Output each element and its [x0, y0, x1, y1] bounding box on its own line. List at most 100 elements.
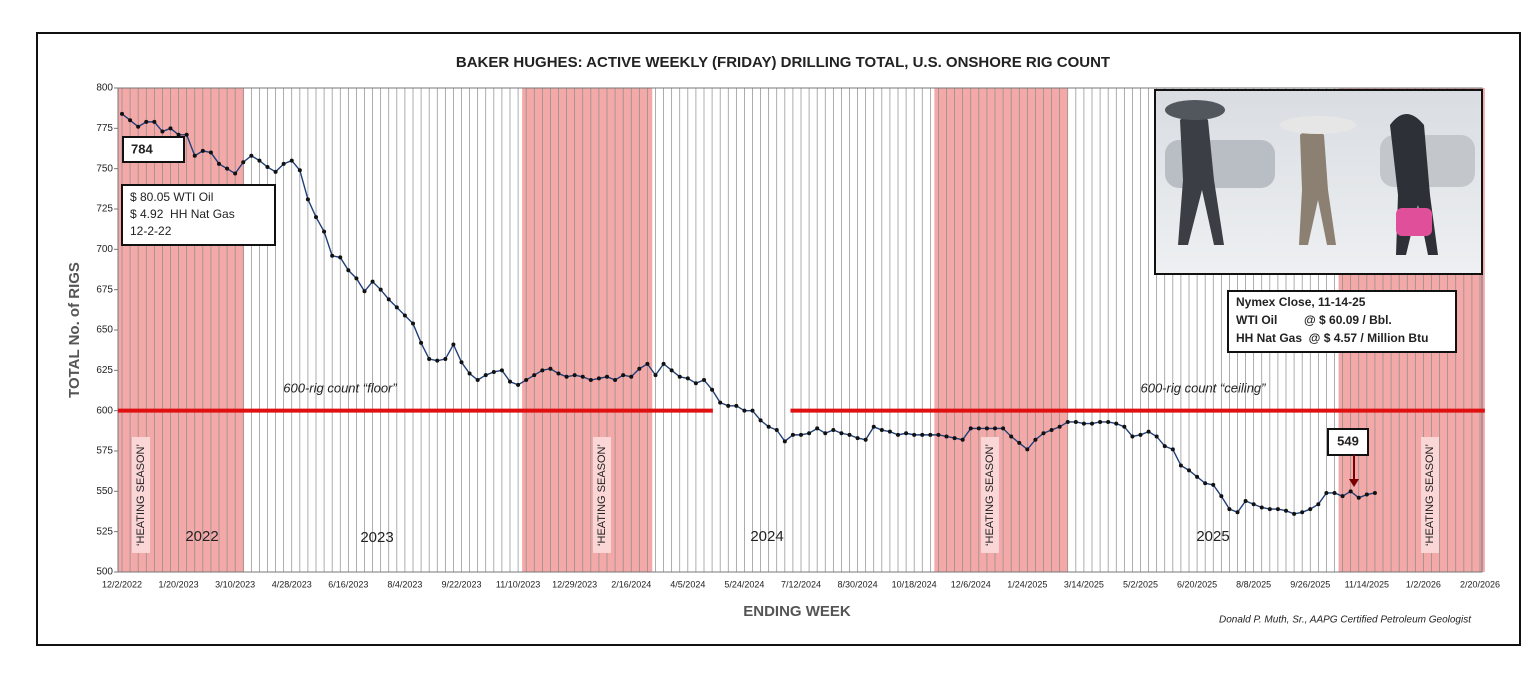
- data-point: [305, 197, 310, 202]
- data-point: [249, 153, 254, 158]
- callout-arrowhead: [1349, 479, 1359, 487]
- data-point: [1025, 447, 1030, 452]
- x-tick-label: 3/14/2025: [1064, 579, 1104, 589]
- data-point: [766, 424, 771, 429]
- data-point: [936, 432, 941, 437]
- x-tick-label: 11/14/2025: [1345, 579, 1389, 589]
- data-point: [508, 379, 512, 384]
- data-point: [402, 313, 407, 318]
- data-point: [1275, 507, 1280, 512]
- data-point: [613, 378, 618, 383]
- data-point: [184, 132, 189, 137]
- data-point: [839, 431, 844, 436]
- data-point: [693, 381, 698, 386]
- data-point: [322, 229, 327, 234]
- photo-bag: [1396, 208, 1432, 236]
- data-point: [1009, 434, 1014, 439]
- data-point: [1251, 502, 1256, 507]
- data-point: [1090, 421, 1094, 426]
- x-tick-label: 5/24/2024: [724, 579, 764, 589]
- photo: [1154, 89, 1483, 275]
- data-point: [1300, 510, 1305, 515]
- data-point: [952, 436, 957, 441]
- data-point: [904, 431, 909, 436]
- data-point: [621, 373, 626, 378]
- data-point: [605, 374, 609, 379]
- data-point: [702, 378, 706, 383]
- data-point: [225, 166, 230, 171]
- y-tick-label: 650: [96, 325, 113, 336]
- data-point: [524, 378, 529, 383]
- data-point: [370, 279, 375, 284]
- data-point: [160, 129, 165, 134]
- data-point: [1178, 463, 1183, 468]
- nymex-note-line: WTI Oil @ $ 60.09 / Bbl.: [1236, 313, 1392, 327]
- data-point: [782, 439, 787, 444]
- data-point: [920, 432, 925, 437]
- y-tick-label: 575: [96, 446, 113, 457]
- data-point: [580, 374, 585, 379]
- data-point: [1267, 507, 1272, 512]
- data-point: [1364, 492, 1369, 497]
- data-point: [208, 150, 213, 155]
- x-tick-label: 6/20/2025: [1177, 579, 1217, 589]
- data-point: [572, 373, 577, 378]
- data-point: [968, 426, 973, 431]
- data-point: [176, 132, 181, 137]
- data-point: [1227, 507, 1232, 512]
- data-point: [1195, 474, 1200, 479]
- heating-season-label-bg: [593, 437, 611, 553]
- data-point: [1154, 434, 1159, 439]
- y-tick-label: 600: [96, 405, 113, 416]
- x-tick-label: 2/20/2026: [1460, 579, 1500, 589]
- data-point: [297, 168, 302, 173]
- data-point: [1340, 494, 1345, 499]
- x-tick-label: 12/6/2024: [951, 579, 991, 589]
- x-tick-label: 8/8/2025: [1236, 579, 1271, 589]
- reference-line-label: 600-rig count “floor”: [283, 380, 397, 395]
- reference-line-label: 600-rig count “ceiling”: [1140, 380, 1266, 395]
- data-point: [338, 255, 343, 260]
- start-note-line: 12-2-22: [130, 224, 172, 238]
- y-tick-label: 500: [96, 567, 113, 578]
- heating-season-label-bg: [1421, 437, 1439, 553]
- y-tick-label: 750: [96, 163, 113, 174]
- data-point: [847, 432, 852, 437]
- data-point: [1041, 431, 1046, 436]
- data-point: [1170, 447, 1175, 452]
- data-point: [758, 418, 763, 423]
- x-tick-label: 4/28/2023: [272, 579, 312, 589]
- data-point: [564, 374, 569, 379]
- data-point: [354, 276, 359, 281]
- data-point: [1073, 419, 1078, 424]
- x-axis-label: ENDING WEEK: [743, 603, 851, 620]
- data-point: [823, 431, 828, 436]
- data-point: [330, 253, 335, 258]
- data-point: [637, 366, 642, 371]
- data-point: [475, 378, 480, 383]
- data-point: [241, 160, 246, 165]
- data-point: [653, 373, 658, 378]
- data-point: [879, 428, 884, 433]
- data-point: [257, 158, 262, 163]
- data-point: [815, 426, 820, 431]
- heating-season-label-bg: [132, 437, 150, 553]
- photo-umbrella: [1280, 116, 1356, 134]
- data-point: [192, 153, 197, 158]
- data-point: [984, 426, 989, 431]
- data-point: [411, 321, 415, 326]
- data-point: [281, 161, 286, 166]
- data-point: [734, 403, 739, 408]
- data-point: [1243, 499, 1248, 504]
- data-point: [289, 158, 294, 163]
- data-point: [1098, 419, 1103, 424]
- data-point: [726, 403, 731, 408]
- data-point: [1057, 424, 1062, 429]
- data-point: [1065, 419, 1070, 424]
- chart-title: BAKER HUGHES: ACTIVE WEEKLY (FRIDAY) DRI…: [456, 54, 1110, 71]
- x-tick-label: 9/22/2023: [441, 579, 481, 589]
- data-point: [831, 428, 836, 433]
- data-point: [1284, 508, 1288, 513]
- data-point: [661, 361, 666, 366]
